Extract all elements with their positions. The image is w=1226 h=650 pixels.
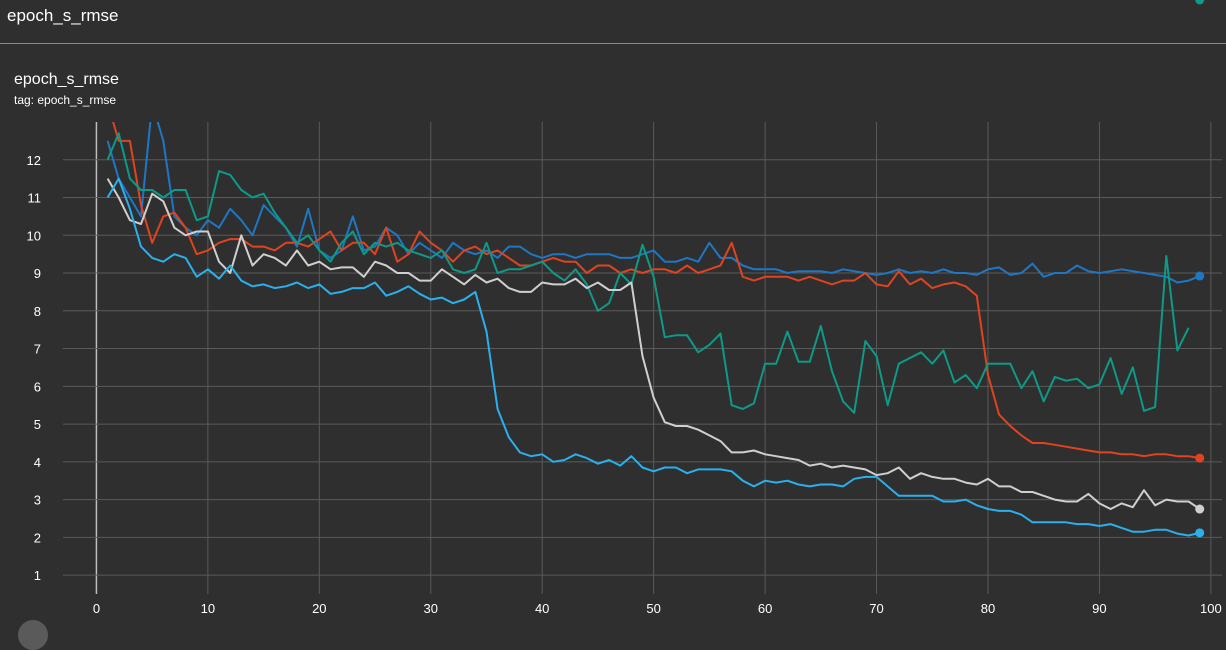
y-tick-label: 9 — [34, 266, 41, 281]
y-tick-label: 2 — [34, 530, 41, 545]
series-endpoint-run-gray — [1195, 504, 1205, 514]
series-endpoint-run-red — [1195, 453, 1205, 463]
card-tag: tag: epoch_s_rmse — [14, 93, 117, 107]
y-tick-label: 11 — [28, 191, 42, 206]
series-group — [106, 122, 1201, 537]
x-tick-label: 20 — [312, 601, 326, 616]
y-tick-label: 7 — [34, 342, 41, 357]
series-line-run-red — [112, 122, 1200, 460]
series-endpoint-run-lightblue — [1195, 528, 1205, 538]
settings-icon[interactable] — [18, 620, 48, 650]
y-tick-label: 8 — [34, 304, 41, 319]
x-tick-label: 60 — [758, 601, 772, 616]
x-tick-label: 50 — [646, 601, 660, 616]
series-endpoint-run-teal — [1195, 0, 1205, 5]
card-title: epoch_s_rmse — [14, 71, 119, 88]
x-tick-label: 0 — [93, 601, 100, 616]
y-tick-label: 12 — [27, 153, 41, 168]
header-bar: epoch_s_rmse — [0, 0, 1226, 44]
y-tick-label: 5 — [34, 417, 41, 432]
series-endpoint-run-blue — [1195, 271, 1205, 281]
x-tick-label: 80 — [981, 601, 995, 616]
x-tick-label: 90 — [1092, 601, 1106, 616]
x-tick-label: 30 — [424, 601, 438, 616]
series-line-run-gray — [106, 178, 1201, 510]
y-tick-label: 6 — [34, 379, 41, 394]
x-tick-label: 40 — [535, 601, 549, 616]
header-title: epoch_s_rmse — [7, 6, 119, 25]
y-tick-label: 1 — [34, 568, 41, 583]
series-line-run-teal — [106, 132, 1190, 414]
x-tick-label: 70 — [869, 601, 883, 616]
series-line-run-lightblue — [106, 177, 1200, 537]
y-tick-label: 10 — [27, 228, 41, 243]
x-tick-label: 10 — [201, 601, 215, 616]
y-tick-label: 4 — [34, 455, 41, 470]
y-tick-label: 3 — [34, 493, 41, 508]
x-tick-label: 100 — [1200, 601, 1222, 616]
